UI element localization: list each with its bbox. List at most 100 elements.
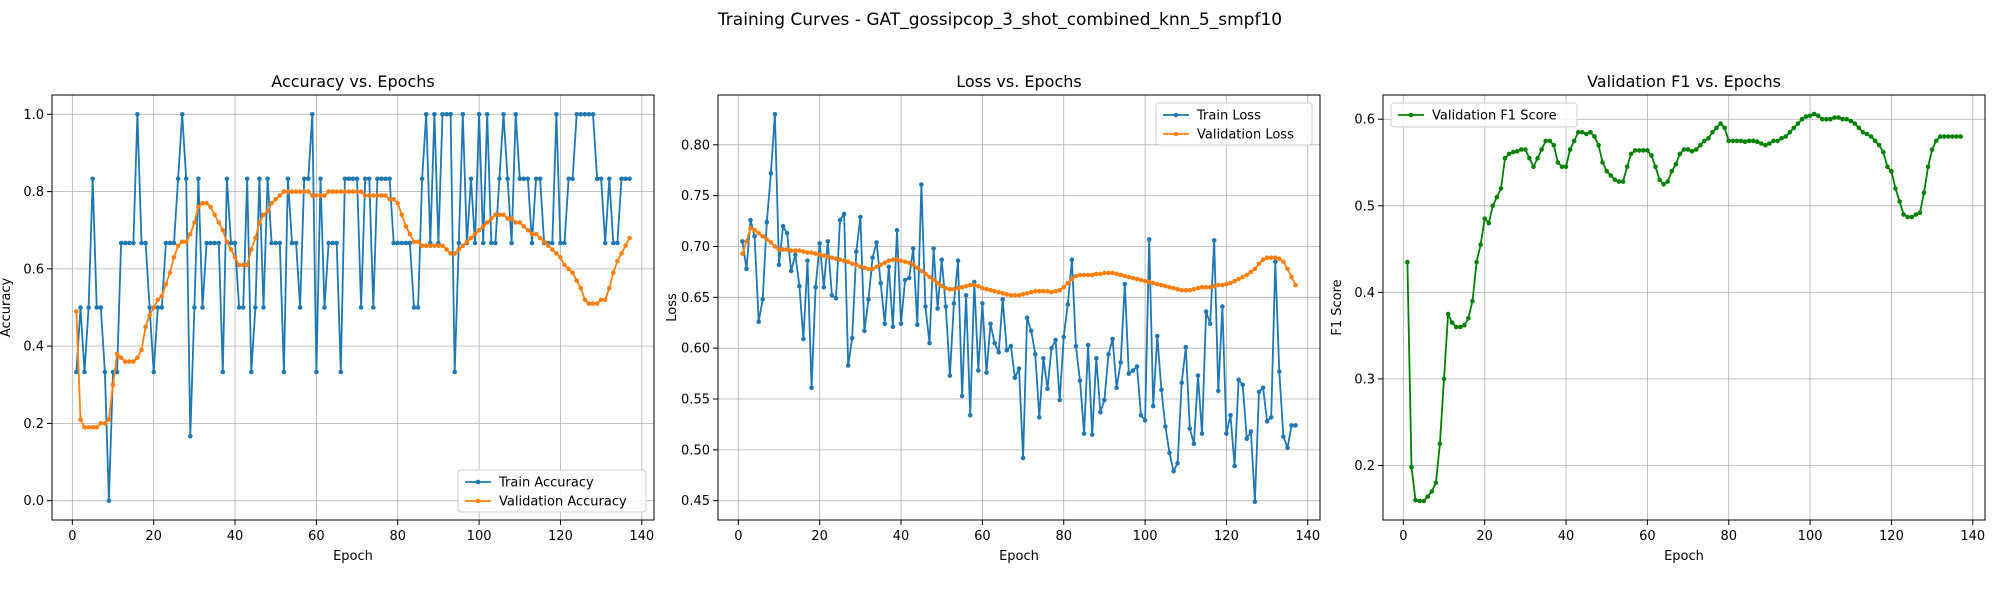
- y-tick-label: 0.60: [681, 342, 710, 357]
- data-point: [139, 240, 144, 246]
- data-point: [208, 240, 213, 246]
- data-point: [1224, 431, 1229, 436]
- data-point: [533, 176, 539, 182]
- data-point: [322, 193, 327, 198]
- data-point: [1608, 173, 1614, 178]
- data-point: [1681, 147, 1687, 152]
- data-point: [1649, 153, 1654, 158]
- data-point: [196, 204, 201, 210]
- data-point: [318, 193, 323, 198]
- data-point: [1807, 113, 1813, 119]
- data-point: [1098, 409, 1103, 415]
- data-point: [220, 369, 226, 375]
- data-point: [1244, 436, 1250, 442]
- data-point: [772, 112, 778, 117]
- data-point: [493, 212, 498, 218]
- data-point: [1065, 302, 1071, 307]
- data-point: [1437, 441, 1443, 447]
- data-point: [780, 247, 786, 252]
- data-point: [1033, 352, 1038, 357]
- data-point: [793, 248, 798, 253]
- data-point: [350, 176, 356, 182]
- data-point: [310, 112, 315, 117]
- data-point: [1273, 255, 1278, 260]
- data-point: [147, 312, 152, 318]
- legend: Train Loss Validation Loss: [1155, 102, 1313, 146]
- data-point: [204, 200, 209, 206]
- data-point: [805, 250, 810, 255]
- data-point: [1689, 149, 1695, 154]
- data-point: [423, 243, 429, 248]
- data-point: [220, 227, 226, 233]
- data-point: [744, 266, 749, 272]
- data-point: [959, 393, 965, 399]
- data-point: [992, 288, 997, 294]
- x-axis-label: Epoch: [999, 549, 1039, 564]
- data-point: [1159, 387, 1164, 393]
- data-point: [90, 425, 95, 430]
- data-point: [1053, 288, 1058, 294]
- legend-box: [457, 469, 647, 513]
- data-point: [131, 359, 136, 364]
- data-point: [1252, 499, 1258, 505]
- data-point: [1073, 273, 1079, 279]
- data-point: [167, 270, 173, 276]
- data-point: [1020, 455, 1026, 461]
- data-point: [1783, 134, 1788, 139]
- data-point: [1917, 210, 1923, 215]
- data-point: [415, 305, 421, 310]
- data-point: [1840, 116, 1845, 122]
- data-point: [1482, 216, 1487, 222]
- data-point: [1016, 293, 1022, 298]
- y-tick-label: 0.80: [681, 138, 710, 153]
- data-point: [1073, 343, 1079, 349]
- data-point: [448, 251, 453, 256]
- data-point: [192, 220, 197, 225]
- data-point: [1836, 115, 1841, 120]
- data-point: [1421, 498, 1426, 504]
- data-point: [1268, 415, 1274, 420]
- data-point: [574, 278, 579, 283]
- data-point: [841, 211, 847, 217]
- data-point: [517, 176, 523, 182]
- data-point: [334, 189, 340, 194]
- data-point: [1106, 352, 1111, 357]
- data-point: [342, 176, 348, 182]
- data-point: [236, 305, 242, 310]
- data-point: [1183, 287, 1189, 293]
- data-point: [1555, 160, 1561, 165]
- data-point: [94, 305, 99, 310]
- data-point: [1478, 242, 1483, 247]
- series-line-1: [741, 113, 1296, 503]
- data-point: [1449, 320, 1455, 325]
- data-point: [265, 176, 270, 182]
- data-point: [1868, 134, 1874, 139]
- data-point: [1004, 292, 1010, 297]
- data-point: [1844, 116, 1849, 122]
- data-point: [346, 176, 352, 182]
- data-point: [216, 220, 222, 225]
- data-point: [1216, 388, 1221, 394]
- data-point: [171, 240, 177, 246]
- y-tick-label: 0.5: [1354, 199, 1375, 214]
- data-point: [943, 285, 949, 291]
- data-point: [171, 254, 177, 260]
- data-point: [866, 266, 871, 272]
- data-point: [1913, 212, 1919, 217]
- data-point: [919, 182, 924, 187]
- data-point: [1244, 272, 1250, 278]
- data-point: [1122, 281, 1128, 287]
- data-point: [269, 200, 274, 206]
- x-tick-label: 80: [1055, 529, 1072, 544]
- data-point: [1077, 272, 1083, 278]
- data-point: [1950, 134, 1955, 139]
- data-point: [1236, 276, 1241, 282]
- data-point: [615, 258, 620, 264]
- data-point: [1856, 125, 1862, 131]
- data-point: [862, 265, 867, 271]
- data-point: [1543, 138, 1548, 144]
- data-point: [521, 176, 527, 182]
- data-point: [1045, 386, 1050, 392]
- data-point: [984, 370, 989, 375]
